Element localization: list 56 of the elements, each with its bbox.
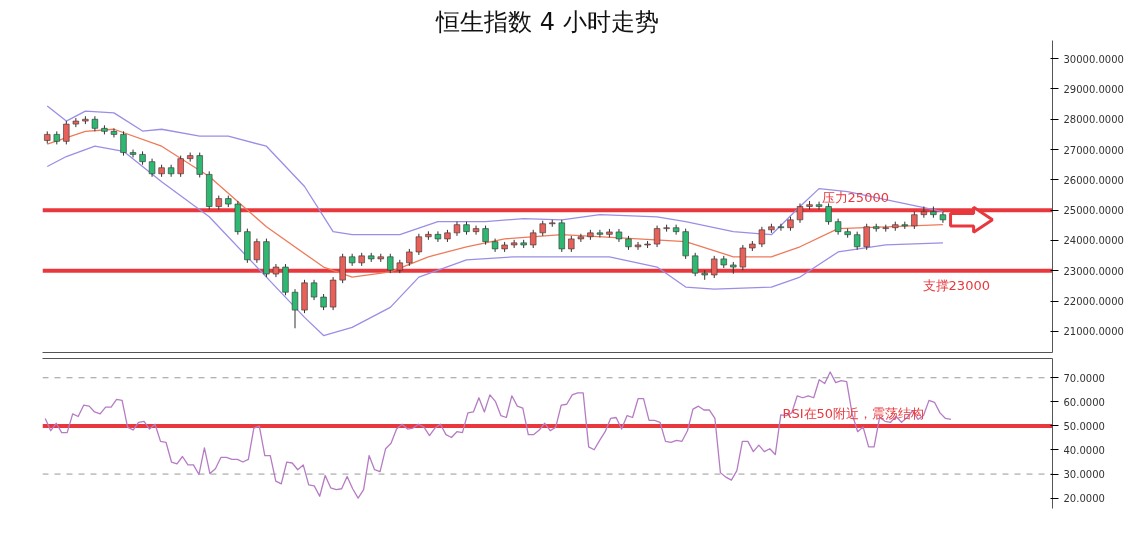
candlestick	[63, 120, 70, 145]
ref-line-label: RSI在50附近，震荡结构	[782, 405, 925, 421]
y-tick-label: 70.0000	[1063, 372, 1105, 384]
line-series	[46, 105, 944, 236]
candlestick	[825, 202, 832, 226]
candlestick	[758, 226, 766, 248]
candlestick	[472, 225, 480, 236]
candlestick	[129, 149, 137, 158]
chart-title: 恒生指数 4 小时走势	[435, 7, 659, 36]
candlestick	[672, 224, 680, 236]
candlestick	[310, 279, 318, 301]
candlestick	[387, 253, 394, 274]
candlestick	[939, 211, 947, 224]
y-tick-label: 23000.0000	[1063, 265, 1124, 277]
candlestick	[530, 229, 537, 249]
y-tick-label: 21000.0000	[1063, 326, 1124, 338]
y-tick-label: 27000.0000	[1063, 144, 1124, 156]
y-tick-label: 30.0000	[1063, 469, 1105, 481]
candlestick	[415, 233, 423, 256]
candlestick	[920, 206, 928, 219]
y-tick-label: 60.0000	[1063, 396, 1105, 408]
candlestick	[815, 201, 823, 211]
candlestick	[634, 241, 642, 251]
y-tick-label: 29000.0000	[1063, 83, 1124, 95]
y-tick-label: 30000.0000	[1063, 53, 1124, 65]
y-tick-label: 50.0000	[1063, 420, 1105, 432]
candlestick	[653, 225, 661, 248]
line-series	[44, 371, 952, 499]
candlestick	[148, 158, 156, 178]
candlestick	[692, 252, 699, 277]
ref-line-label: 压力25000	[821, 190, 889, 206]
y-tick-label: 40.0000	[1063, 444, 1105, 456]
y-tick-label: 28000.0000	[1063, 114, 1124, 126]
y-tick-label: 25000.0000	[1063, 205, 1124, 217]
candlestick	[120, 130, 127, 157]
candlestick	[253, 238, 261, 264]
y-tick-label: 24000.0000	[1063, 235, 1124, 247]
candlestick	[796, 202, 804, 224]
candlestick	[711, 255, 718, 279]
candlestick	[863, 223, 870, 251]
candlestick	[739, 244, 746, 271]
candlestick	[854, 231, 861, 251]
candlestick	[291, 288, 299, 329]
y-tick-label: 20.0000	[1063, 493, 1105, 505]
y-tick-label: 26000.0000	[1063, 174, 1124, 186]
line-series	[46, 128, 944, 278]
y-tick-label: 22000.0000	[1063, 296, 1124, 307]
candlestick	[110, 127, 118, 138]
candlestick	[196, 152, 203, 178]
candlestick	[777, 223, 785, 232]
candlestick	[596, 229, 604, 238]
candlestick	[177, 155, 184, 178]
candlestick	[434, 230, 442, 243]
ref-line-label: 支撑23000	[922, 277, 990, 293]
candlestick	[482, 225, 489, 246]
candlestick	[339, 253, 346, 284]
